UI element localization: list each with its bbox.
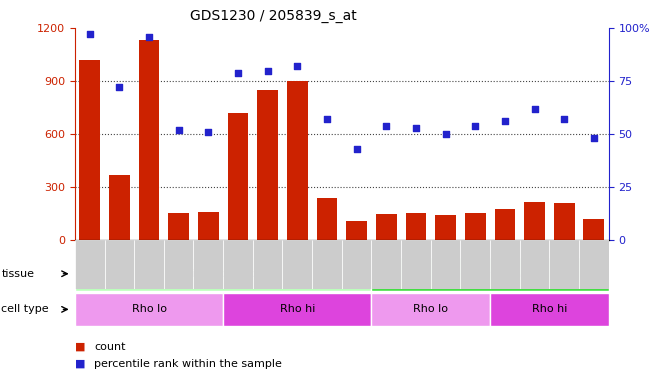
Bar [549, 240, 579, 289]
Bar [406, 213, 426, 240]
Point [500, 118, 510, 124]
Bar [376, 213, 396, 240]
Text: count: count [94, 342, 126, 352]
Bar [312, 240, 342, 289]
Bar [490, 240, 519, 289]
Bar [465, 213, 486, 240]
Bar [460, 240, 490, 289]
Bar [519, 240, 549, 289]
Bar [283, 240, 312, 289]
Text: Rho lo: Rho lo [132, 304, 167, 314]
Text: Rho hi: Rho hi [279, 304, 315, 314]
Bar [75, 292, 223, 326]
Point [589, 135, 599, 141]
Point [470, 123, 480, 129]
Bar [79, 60, 100, 240]
Bar [139, 40, 159, 240]
Bar [346, 220, 367, 240]
Text: GDS1230 / 205839_s_at: GDS1230 / 205839_s_at [190, 9, 357, 23]
Text: Rho hi: Rho hi [532, 304, 567, 314]
Bar [583, 219, 604, 240]
Point [203, 129, 214, 135]
Text: percentile rank within the sample: percentile rank within the sample [94, 359, 283, 369]
Bar [490, 292, 609, 326]
Point [352, 146, 362, 152]
Bar [105, 240, 134, 289]
Point [114, 84, 124, 90]
Point [411, 125, 421, 131]
Bar [75, 240, 105, 289]
Point [85, 32, 95, 38]
Bar [372, 292, 490, 326]
Bar [168, 213, 189, 240]
Text: bone marrow: bone marrow [453, 269, 527, 279]
Bar [253, 240, 283, 289]
Point [381, 123, 391, 129]
Bar [431, 240, 460, 289]
Text: umbilical cord blood: umbilical cord blood [167, 269, 279, 279]
Bar [223, 292, 372, 326]
Bar [579, 240, 609, 289]
Text: Rho lo: Rho lo [413, 304, 449, 314]
Bar [401, 240, 431, 289]
Point [173, 127, 184, 133]
Text: ■: ■ [75, 359, 85, 369]
Point [559, 116, 570, 122]
Bar [193, 240, 223, 289]
Point [322, 116, 332, 122]
Point [233, 70, 243, 76]
Point [292, 63, 303, 69]
Bar [554, 203, 575, 240]
Bar [228, 113, 249, 240]
Bar [342, 240, 372, 289]
Bar [436, 215, 456, 240]
Point [262, 68, 273, 74]
Bar [75, 257, 372, 291]
Bar [198, 212, 219, 240]
Bar [316, 198, 337, 240]
Point [440, 131, 450, 137]
Bar [372, 240, 401, 289]
Bar [372, 257, 609, 291]
Bar [257, 90, 278, 240]
Text: tissue: tissue [1, 269, 35, 279]
Text: cell type: cell type [1, 304, 49, 314]
Bar [495, 209, 515, 240]
Bar [524, 202, 545, 240]
Bar [109, 175, 130, 240]
Bar [287, 81, 308, 240]
Text: ■: ■ [75, 342, 85, 352]
Bar [134, 240, 164, 289]
Point [529, 106, 540, 112]
Point [144, 34, 154, 40]
Bar [164, 240, 193, 289]
Bar [223, 240, 253, 289]
